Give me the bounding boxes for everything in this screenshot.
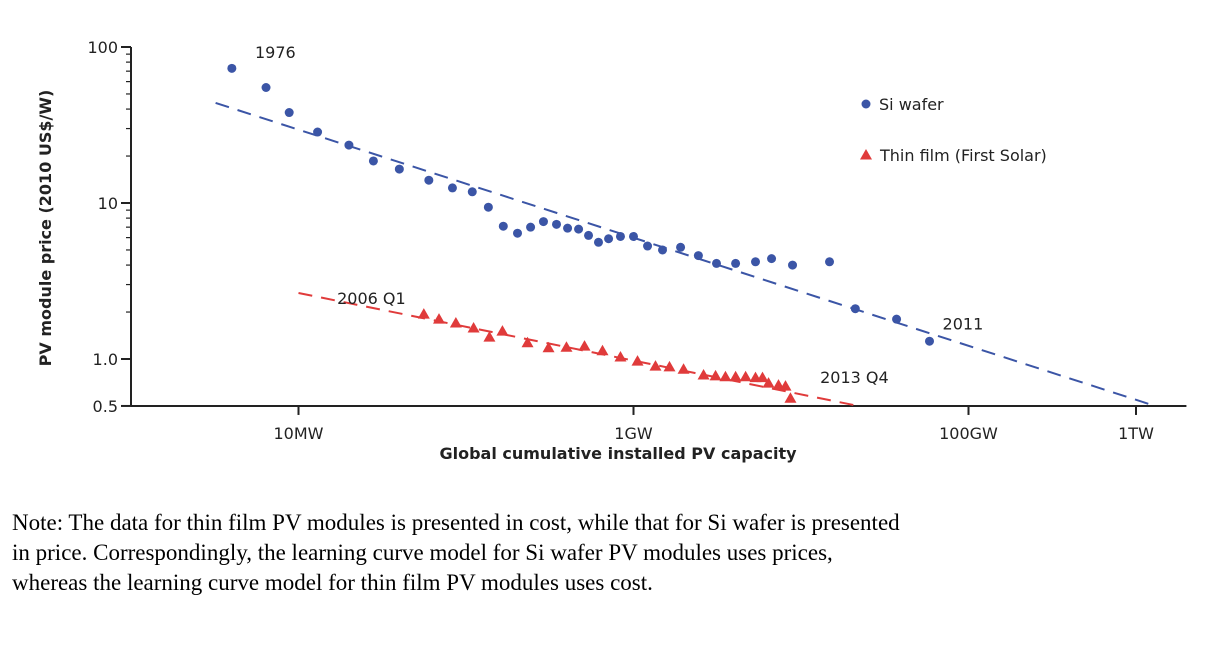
thin-film-point	[729, 370, 742, 382]
annotation-label: 2006 Q1	[337, 289, 406, 308]
si-wafer-point	[731, 258, 741, 268]
thin-film-point	[521, 336, 534, 348]
si-wafer-point	[825, 257, 835, 267]
thin-film-point	[631, 355, 644, 366]
si-wafer-point	[712, 258, 722, 268]
annotations: 1976 2011 2006 Q1 2013 Q4	[255, 43, 983, 387]
si-wafer-point	[615, 231, 625, 241]
annotation-label: 2013 Q4	[820, 368, 889, 387]
legend-triangle-icon	[860, 149, 872, 160]
thin-film-point	[614, 350, 627, 362]
si-wafer-point	[767, 254, 777, 264]
note-line: whereas the learning curve model for thi…	[12, 570, 653, 595]
annotation-label: 2011	[943, 314, 984, 333]
data-points	[227, 63, 934, 403]
thin-film-point	[756, 371, 769, 383]
si-wafer-point	[313, 127, 323, 137]
thin-film-point	[496, 325, 509, 336]
thin-film-point	[663, 360, 676, 372]
si-wafer-point	[658, 245, 668, 255]
thin-film-point	[449, 317, 462, 328]
x-tick-label: 100GW	[939, 424, 998, 443]
x-tick-label: 10MW	[274, 424, 324, 443]
y-axis-label: PV module price (2010 US$/W)	[36, 90, 55, 367]
si-wafer-point	[676, 242, 686, 252]
si-wafer-point	[344, 140, 354, 150]
si-wafer-point	[483, 202, 493, 212]
si-wafer-point	[368, 156, 378, 166]
thin-film-point	[784, 392, 797, 403]
si-wafer-point	[563, 223, 573, 233]
thin-film-point	[578, 340, 591, 351]
thin-film-point	[542, 341, 555, 353]
si-wafer-point	[693, 251, 703, 261]
thin-film-point	[762, 377, 775, 388]
legend-thin-film: Thin film (First Solar)	[879, 146, 1047, 165]
x-tick-label: 1GW	[614, 424, 653, 443]
si-wafer-point	[750, 257, 760, 267]
axes: 100 10 1.0 0.5 10MW 1GW 100GW 1TW	[87, 38, 1187, 443]
si-wafer-point	[467, 187, 477, 197]
y-tick-label: 1.0	[93, 350, 118, 369]
thin-film-point	[433, 313, 446, 324]
thin-film-point	[560, 341, 573, 352]
fit-line-thin-film	[298, 291, 859, 407]
note-text: Note: The data for thin film PV modules …	[12, 508, 1212, 598]
y-tick-label: 100	[87, 38, 118, 57]
thin-film-point	[649, 360, 662, 371]
si-wafer-point	[593, 237, 603, 247]
si-wafer-point	[574, 224, 584, 234]
si-wafer-point	[604, 234, 614, 244]
thin-film-point	[417, 308, 430, 319]
si-wafer-point	[584, 230, 594, 240]
x-axis-label: Global cumulative installed PV capacity	[439, 444, 797, 463]
note-line: Note: The data for thin film PV modules …	[12, 510, 900, 535]
si-wafer-point	[498, 221, 508, 231]
si-wafer-point	[424, 175, 434, 185]
y-tick-label: 10	[98, 194, 118, 213]
si-wafer-point	[526, 222, 536, 232]
thin-film-point	[467, 322, 480, 333]
si-wafer-point	[629, 231, 638, 241]
si-wafer-point	[447, 183, 457, 193]
note-line: in price. Correspondingly, the learning …	[12, 540, 833, 565]
x-tick-label: 1TW	[1118, 424, 1154, 443]
thin-film-point	[596, 344, 609, 356]
si-wafer-point	[261, 83, 271, 93]
si-wafer-point	[538, 217, 548, 227]
thin-film-point	[677, 363, 690, 374]
si-wafer-point	[850, 304, 860, 314]
si-wafer-point	[788, 260, 798, 270]
si-wafer-point	[552, 219, 562, 229]
si-wafer-point	[513, 228, 523, 238]
fit-line-si-wafer	[215, 101, 1156, 407]
thin-film-point	[709, 369, 722, 381]
thin-film-point	[697, 368, 710, 380]
si-wafer-point	[284, 108, 294, 118]
si-wafer-point	[924, 336, 934, 346]
thin-film-point	[779, 380, 792, 391]
legend-circle-icon	[861, 99, 871, 109]
si-wafer-point	[394, 164, 404, 174]
thin-film-point	[719, 370, 732, 382]
thin-film-point	[772, 379, 785, 390]
thin-film-point	[739, 370, 752, 382]
annotation-label: 1976	[255, 43, 296, 62]
thin-film-point	[483, 331, 496, 342]
si-wafer-point	[643, 241, 653, 251]
si-wafer-point	[227, 63, 237, 73]
y-tick-label: 0.5	[93, 397, 118, 416]
learning-curve-chart: 100 10 1.0 0.5 10MW 1GW 100GW 1TW 1976 2011 2006 …	[36, 38, 1187, 463]
legend-si-wafer: Si wafer	[879, 95, 944, 114]
si-wafer-point	[892, 314, 902, 324]
fit-lines	[215, 101, 1156, 407]
legend: Si wafer Thin film (First Solar)	[860, 95, 1047, 165]
